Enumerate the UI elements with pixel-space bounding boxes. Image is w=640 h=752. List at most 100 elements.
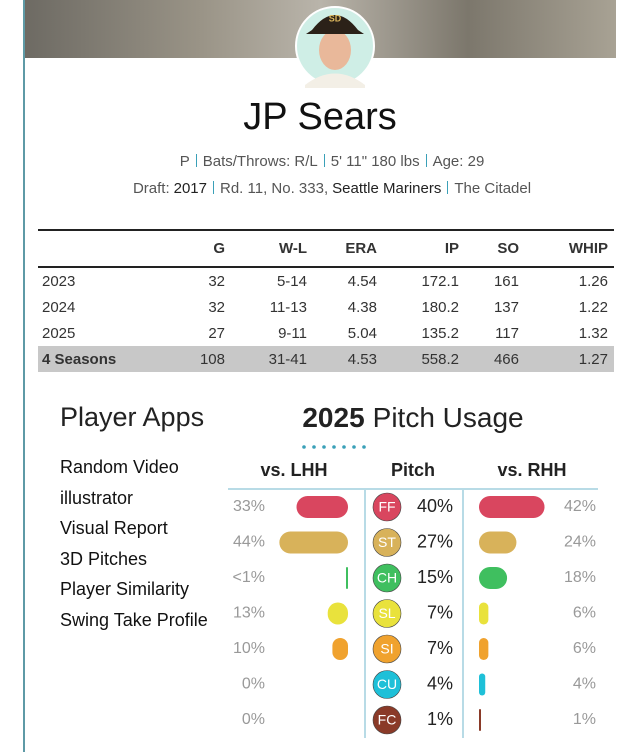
stats-table: G W-L ERA IP SO WHIP 2023 32 5-14 4.54 172.1 161 1.… [38, 229, 614, 372]
usage-label: 15% [417, 567, 453, 587]
rhh-bar [479, 673, 486, 696]
usage-label: 7% [427, 602, 453, 622]
rhh-label: 1% [573, 711, 596, 728]
stats-cell: 180.2 [421, 298, 459, 316]
pitch-badge [372, 528, 402, 557]
info-group: 5' 11" 180 lbs [318, 153, 420, 170]
stats-cell: 4.38 [347, 298, 377, 316]
apps-title: Player Apps [60, 402, 205, 432]
app-link[interactable]: illustrator [60, 487, 134, 508]
column-header: IP [377, 230, 459, 268]
rhh-bar [479, 531, 517, 554]
corner [38, 230, 140, 268]
lhh-label: 33% [233, 498, 265, 515]
info-group: Rd. 11, No. 333, Seattle Mariners [207, 180, 441, 197]
pitch-code: FF [378, 499, 395, 515]
column-header: WHIP [519, 230, 614, 268]
app-link[interactable]: Random Video [60, 457, 179, 477]
info-text: Age: 29 [432, 153, 485, 170]
pitch-code: FC [378, 712, 397, 728]
stats-cell: 5-14 [276, 272, 307, 290]
rhh-bar [479, 602, 489, 625]
column-header: G [140, 230, 225, 268]
info-text: Draft: [132, 180, 170, 197]
stats-cell: 2025 [42, 324, 76, 342]
dot [332, 445, 336, 449]
stats-row: 2024 32 11-13 4.38 180.2 137 1.22 [38, 294, 614, 320]
info-group: Bats/Throws: R/L [190, 153, 318, 170]
rhh-label: 6% [573, 640, 596, 657]
stats-cell: 558.2 [377, 346, 459, 372]
stats-cell: 135.2 [421, 324, 459, 342]
lhh-label: 44% [233, 534, 265, 551]
rhh-label: 4% [573, 676, 596, 693]
stats-cell: 5.04 [347, 324, 377, 342]
info-group: Age: 29 [420, 153, 485, 170]
column-header: SO [459, 230, 519, 268]
info-text: P [179, 153, 190, 170]
info-text: 5' 11" 180 lbs [330, 153, 420, 170]
rhh-bar [479, 638, 489, 660]
stats-cell: 31-41 [225, 346, 307, 372]
dot [362, 445, 366, 449]
stats-cell: 2023 [42, 272, 76, 290]
pitch-code: CH [377, 570, 397, 586]
info-text: Rd. 11, No. 333, [220, 180, 329, 197]
year: 2025 [302, 402, 364, 433]
stats-cell: 4 Seasons [38, 346, 140, 372]
pitch-code: CU [377, 676, 397, 692]
pitch-code: ST [378, 534, 396, 550]
stats-cell: 9-11 [278, 324, 307, 342]
svg-text:SD: SD [329, 13, 342, 23]
title: Pitch Usage [373, 402, 524, 433]
stats-cell: 32 [208, 298, 225, 316]
stats-cell: 4.53 [307, 346, 377, 372]
stats-cell: 27 [208, 324, 225, 342]
app-link[interactable]: Visual Report [60, 518, 168, 538]
info-group: Draft: 2017 [133, 180, 207, 197]
stats-cell: 32 [208, 272, 225, 290]
rhh-label: 18% [564, 569, 596, 586]
rhh-bar [479, 496, 545, 518]
app-link[interactable]: Player Similarity [60, 579, 190, 599]
column-header: W-L [225, 230, 307, 268]
stats-cell: 1.22 [578, 298, 608, 316]
stats-cell: 137 [493, 298, 519, 316]
stats-row: 4 Seasons 108 31-41 4.53 558.2 466 1.27 [38, 346, 614, 372]
lhh-label: 0% [242, 676, 265, 693]
pitch-badge [372, 705, 402, 735]
stats-cell: 2024 [42, 298, 76, 316]
app-link[interactable]: Swing Take Profile [60, 609, 208, 630]
stats-row: 2023 32 5-14 4.54 172.1 161 1.26 [38, 267, 614, 294]
lhh-label: <1% [233, 569, 265, 586]
dot [302, 445, 306, 449]
stats-cell: 4.54 [347, 272, 377, 290]
pitch-badge [372, 563, 402, 593]
dot [322, 445, 326, 449]
stats-row: 2025 27 9-11 5.04 135.2 117 1.32 [38, 320, 614, 346]
player-name: JP Sears [243, 96, 397, 138]
pitch-badge [372, 599, 402, 628]
apps-list: Random Video illustrator Visual Report 3D P… [60, 457, 208, 640]
pitch-code: SI [380, 641, 393, 657]
info-text: Seattle Mariners [332, 180, 442, 197]
pitch-code: SL [378, 605, 395, 621]
usage-label: 7% [427, 638, 453, 658]
stats-cell: 108 [140, 346, 225, 372]
usage-label: 1% [427, 709, 453, 729]
info-text: Bats/Throws: R/L [202, 153, 318, 170]
usage-label: 4% [427, 673, 453, 693]
stats-cell: 1.27 [519, 346, 614, 372]
stats-cell: 172.1 [421, 272, 459, 290]
dot [312, 445, 316, 449]
lhh-bar [332, 638, 348, 660]
pitch-title: 2025 Pitch Usage [302, 402, 523, 433]
app-link[interactable]: 3D Pitches [60, 548, 148, 569]
info-text: 2017 [173, 180, 207, 197]
stats-cell: 466 [459, 346, 519, 372]
lhh-bar [327, 602, 348, 625]
stats-cell: 11-13 [269, 298, 307, 316]
stats-cell: 1.26 [578, 272, 608, 290]
